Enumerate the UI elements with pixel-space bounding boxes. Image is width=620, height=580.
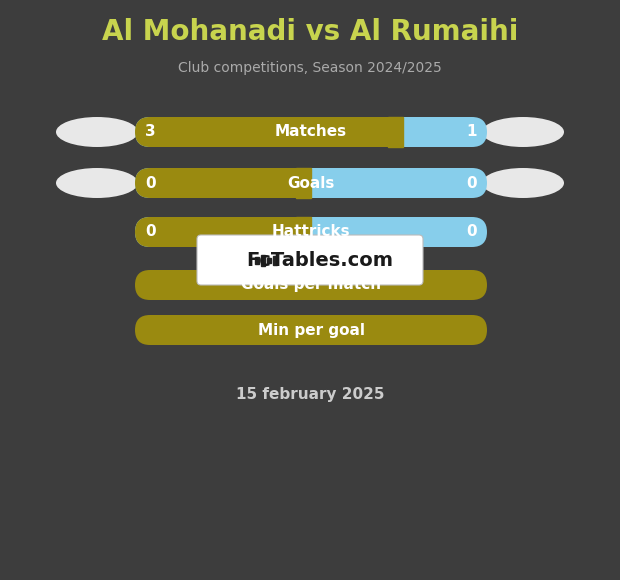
Polygon shape bbox=[255, 256, 259, 263]
Text: 3: 3 bbox=[145, 125, 156, 140]
Text: Matches: Matches bbox=[275, 125, 347, 140]
FancyBboxPatch shape bbox=[197, 235, 423, 285]
FancyBboxPatch shape bbox=[135, 315, 487, 345]
FancyBboxPatch shape bbox=[135, 117, 402, 147]
FancyBboxPatch shape bbox=[135, 168, 487, 198]
Text: 0: 0 bbox=[145, 224, 156, 240]
FancyBboxPatch shape bbox=[135, 217, 487, 247]
Polygon shape bbox=[296, 168, 311, 198]
Ellipse shape bbox=[56, 117, 138, 147]
Text: 0: 0 bbox=[145, 176, 156, 190]
Text: Club competitions, Season 2024/2025: Club competitions, Season 2024/2025 bbox=[178, 61, 442, 75]
Polygon shape bbox=[296, 217, 311, 247]
Text: 15 february 2025: 15 february 2025 bbox=[236, 387, 384, 403]
Polygon shape bbox=[267, 258, 271, 263]
FancyBboxPatch shape bbox=[135, 270, 487, 300]
Ellipse shape bbox=[482, 168, 564, 198]
Text: 1: 1 bbox=[466, 125, 477, 140]
Ellipse shape bbox=[56, 168, 138, 198]
FancyBboxPatch shape bbox=[135, 217, 311, 247]
Text: Goals per match: Goals per match bbox=[241, 277, 381, 292]
FancyBboxPatch shape bbox=[135, 168, 311, 198]
Polygon shape bbox=[273, 256, 277, 264]
Text: 0: 0 bbox=[466, 176, 477, 190]
Text: 0: 0 bbox=[466, 224, 477, 240]
Polygon shape bbox=[261, 255, 265, 266]
Polygon shape bbox=[388, 117, 402, 147]
FancyBboxPatch shape bbox=[135, 117, 487, 147]
Text: FcTables.com: FcTables.com bbox=[247, 251, 394, 270]
Text: Goals: Goals bbox=[287, 176, 335, 190]
Text: Hattricks: Hattricks bbox=[272, 224, 350, 240]
Text: Al Mohanadi vs Al Rumaihi: Al Mohanadi vs Al Rumaihi bbox=[102, 18, 518, 46]
Text: Min per goal: Min per goal bbox=[257, 322, 365, 338]
Ellipse shape bbox=[482, 117, 564, 147]
